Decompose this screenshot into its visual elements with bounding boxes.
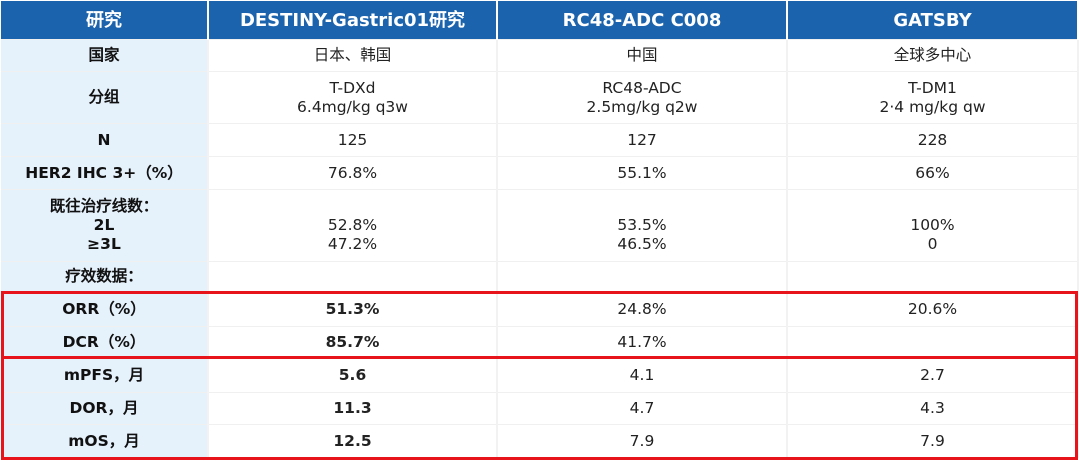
- table-cell: 24.8%: [497, 291, 788, 327]
- table-cell: 11.3: [208, 392, 498, 425]
- header-row: 研究 DESTINY-Gastric01研究 RC48-ADC C008 GAT…: [1, 1, 1079, 40]
- row-label: N: [1, 123, 209, 157]
- table-row: 分组 T-DXd 6.4mg/kg q3w RC48-ADC 2.5mg/kg q2w T…: [1, 71, 1079, 124]
- table-cell: 85.7%: [208, 326, 498, 358]
- table-cell: 66%: [787, 156, 1079, 190]
- table-cell: 中国: [497, 39, 788, 72]
- table-row: ORR（%） 51.3% 24.8% 20.6%: [1, 291, 1079, 327]
- table-cell: 41.7%: [497, 326, 788, 358]
- table-cell: [208, 261, 498, 292]
- table-cell: 53.5% 46.5%: [497, 189, 788, 262]
- table-cell: T-DXd 6.4mg/kg q3w: [208, 71, 498, 124]
- highlight-box-survival: [1, 356, 1078, 460]
- table-row: DCR（%） 85.7% 41.7%: [1, 326, 1079, 358]
- header-destiny-gastric01: DESTINY-Gastric01研究: [208, 1, 498, 40]
- row-label: DOR，月: [1, 392, 209, 425]
- table-cell: 100% 0: [787, 189, 1079, 262]
- table-row: mPFS，月 5.6 4.1 2.7: [1, 357, 1079, 393]
- table-cell: 5.6: [208, 357, 498, 393]
- table-cell: RC48-ADC 2.5mg/kg q2w: [497, 71, 788, 124]
- row-label: mOS，月: [1, 424, 209, 458]
- row-label: 分组: [1, 71, 209, 124]
- header-gatsby: GATSBY: [787, 1, 1079, 40]
- table-row: 既往治疗线数： 2L ≥3L 52.8% 47.2% 53.5% 46.5% 100% 0: [1, 189, 1079, 262]
- table-cell: [497, 261, 788, 292]
- table-row: DOR，月 11.3 4.7 4.3: [1, 392, 1079, 425]
- table-cell: 全球多中心: [787, 39, 1079, 72]
- row-label: 疗效数据：: [1, 261, 209, 292]
- table-cell: 4.3: [787, 392, 1079, 425]
- row-label: HER2 IHC 3+（%）: [1, 156, 209, 190]
- row-label: DCR（%）: [1, 326, 209, 358]
- table-row: 疗效数据：: [1, 261, 1079, 292]
- table-cell: 55.1%: [497, 156, 788, 190]
- row-label: mPFS，月: [1, 357, 209, 393]
- table-cell: 2.7: [787, 357, 1079, 393]
- table-cell: [787, 261, 1079, 292]
- row-label: 国家: [1, 39, 209, 72]
- table-cell: 20.6%: [787, 291, 1079, 327]
- header-study: 研究: [1, 1, 209, 40]
- table-cell: 51.3%: [208, 291, 498, 327]
- table-row: 国家 日本、韩国 中国 全球多中心: [1, 39, 1079, 72]
- row-label: ORR（%）: [1, 291, 209, 327]
- table-row: HER2 IHC 3+（%） 76.8% 55.1% 66%: [1, 156, 1079, 190]
- table-cell: [787, 326, 1079, 358]
- highlight-box-response: [1, 291, 1078, 359]
- table-cell: 76.8%: [208, 156, 498, 190]
- table-cell: 7.9: [787, 424, 1079, 458]
- table-row: N 125 127 228: [1, 123, 1079, 157]
- table-cell: 52.8% 47.2%: [208, 189, 498, 262]
- table-cell: 4.7: [497, 392, 788, 425]
- table-cell: T-DM1 2·4 mg/kg qw: [787, 71, 1079, 124]
- table-cell: 4.1: [497, 357, 788, 393]
- table-cell: 228: [787, 123, 1079, 157]
- header-rc48-c008: RC48-ADC C008: [497, 1, 788, 40]
- row-label: 既往治疗线数： 2L ≥3L: [1, 189, 209, 262]
- table-cell: 日本、韩国: [208, 39, 498, 72]
- table-cell: 125: [208, 123, 498, 157]
- table-cell: 127: [497, 123, 788, 157]
